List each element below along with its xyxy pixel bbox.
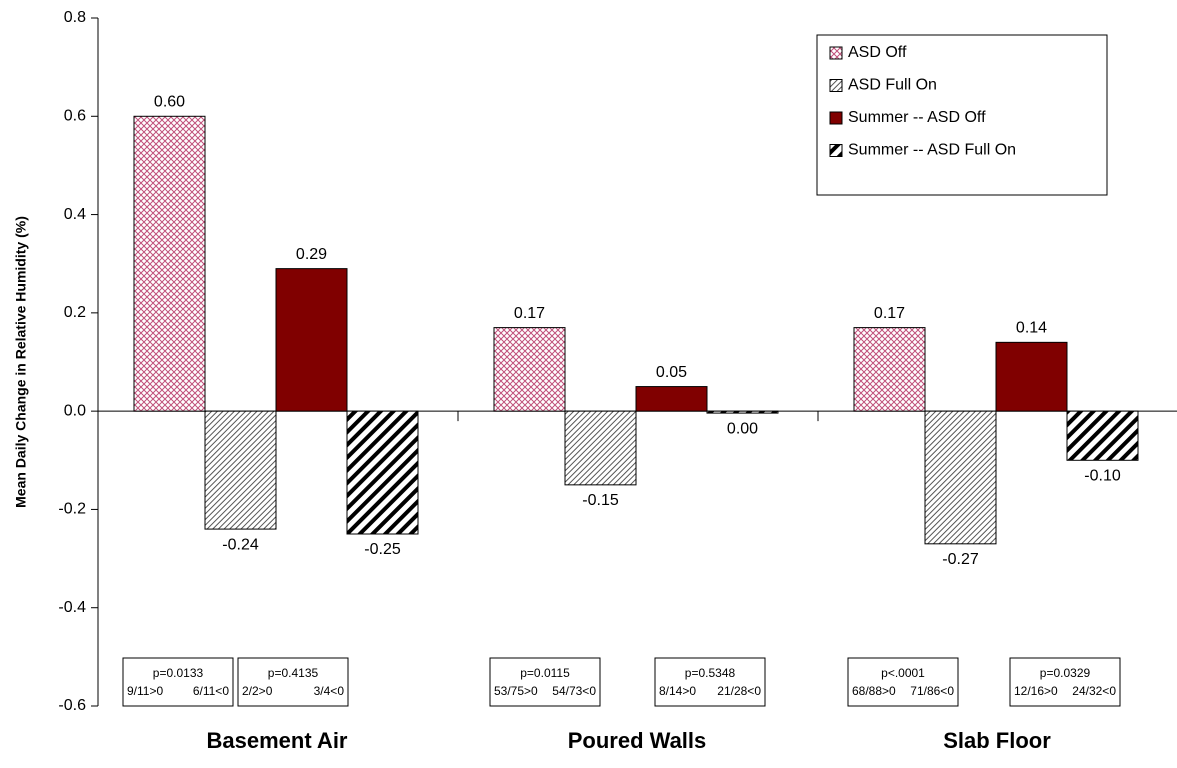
stat-box <box>1009 657 1121 707</box>
data-label: 0.05 <box>656 364 687 381</box>
bar <box>853 327 926 412</box>
category-label: Poured Walls <box>568 728 707 753</box>
p-value: p<.0001 <box>881 666 925 680</box>
stat-box <box>237 657 349 707</box>
negative-count: 71/86<0 <box>910 684 954 698</box>
bar <box>635 386 708 412</box>
data-label: -0.24 <box>222 536 259 553</box>
positive-count: 2/2>0 <box>242 684 273 698</box>
y-tick-label: -0.4 <box>58 599 86 616</box>
legend-label: ASD Off <box>848 44 907 61</box>
y-axis-label: Mean Daily Change in Relative Humidity (… <box>13 216 29 508</box>
bar <box>133 115 206 412</box>
bar <box>924 410 997 545</box>
data-label: -0.27 <box>942 551 979 568</box>
legend-swatch <box>829 111 843 125</box>
legend-swatch <box>829 79 843 92</box>
positive-count: 68/88>0 <box>852 684 896 698</box>
stat-box <box>654 657 766 707</box>
positive-count: 8/14>0 <box>659 684 696 698</box>
stat-box <box>847 657 959 707</box>
data-label: -0.15 <box>582 492 619 509</box>
data-label: 0.17 <box>514 305 545 322</box>
negative-count: 3/4<0 <box>314 684 345 698</box>
legend-label: Summer -- ASD Full On <box>848 142 1016 159</box>
y-tick-label: -0.2 <box>58 501 86 518</box>
positive-count: 9/11>0 <box>127 684 163 698</box>
bar <box>204 410 277 530</box>
data-label: 0.14 <box>1016 320 1047 337</box>
y-tick-label: 0.6 <box>64 108 86 125</box>
bar <box>995 341 1068 412</box>
legend-swatch <box>829 46 843 60</box>
positive-count: 12/16>0 <box>1014 684 1058 698</box>
p-value: p=0.0329 <box>1040 666 1091 680</box>
y-tick-label: 0.2 <box>64 304 86 321</box>
y-tick-label: 0.4 <box>64 206 86 223</box>
bar <box>275 268 348 412</box>
bar <box>493 327 566 412</box>
data-label: 0.17 <box>874 305 905 322</box>
bar <box>706 410 779 414</box>
stat-box <box>122 657 234 707</box>
bar <box>564 410 637 486</box>
legend-label: Summer -- ASD Off <box>848 109 986 126</box>
data-label: -0.10 <box>1084 468 1121 485</box>
category-label: Basement Air <box>206 728 347 753</box>
negative-count: 24/32<0 <box>1072 684 1116 698</box>
y-tick-label: 0.8 <box>64 9 86 26</box>
negative-count: 21/28<0 <box>717 684 761 698</box>
p-value: p=0.0133 <box>153 666 204 680</box>
p-value: p=0.0115 <box>520 666 570 680</box>
legend-box <box>816 34 1108 196</box>
data-label: 0.00 <box>727 420 758 437</box>
legend-swatch <box>829 144 843 157</box>
y-tick-label: 0.0 <box>64 402 86 419</box>
positive-count: 53/75>0 <box>494 684 538 698</box>
data-label: 0.29 <box>296 246 327 263</box>
y-tick-label: -0.6 <box>58 697 86 714</box>
negative-count: 54/73<0 <box>552 684 596 698</box>
data-label: 0.60 <box>154 94 185 111</box>
negative-count: 6/11<0 <box>193 684 229 698</box>
data-label: -0.25 <box>364 541 401 558</box>
bar <box>346 410 419 535</box>
category-label: Slab Floor <box>943 728 1051 753</box>
p-value: p=0.4135 <box>268 666 319 680</box>
bar <box>1066 410 1139 461</box>
p-value: p=0.5348 <box>685 666 736 680</box>
legend-label: ASD Full On <box>848 77 937 94</box>
stat-box <box>489 657 601 707</box>
